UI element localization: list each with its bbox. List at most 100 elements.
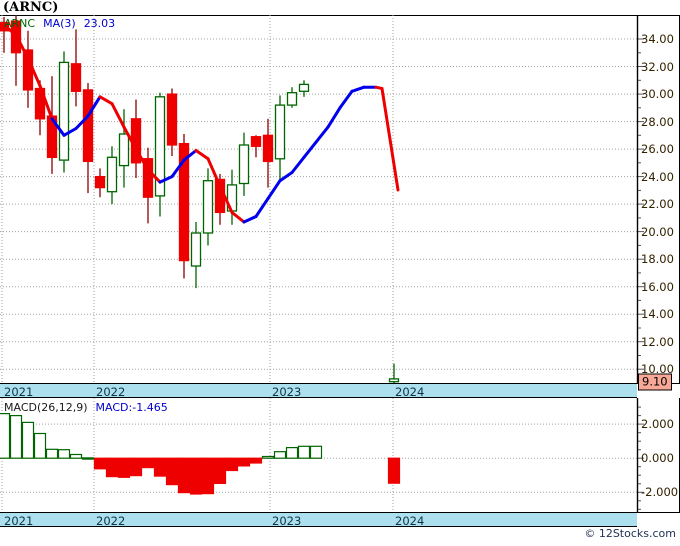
macd-plot[interactable] — [0, 398, 680, 513]
candle[interactable] — [142, 147, 154, 224]
price-y-tick-label: 16.00 — [641, 279, 674, 294]
macd-histogram-bar[interactable] — [153, 457, 167, 477]
ma-line-segment — [218, 184, 234, 214]
macd-histogram-bar[interactable] — [93, 457, 107, 470]
macd-x-tick-label: 2022 — [96, 514, 126, 528]
macd-panel — [0, 398, 680, 513]
price-y-tick-label: 20.00 — [641, 224, 674, 239]
candle[interactable] — [202, 168, 214, 246]
macd-histogram-bar[interactable] — [165, 457, 179, 486]
macd-histogram-bar[interactable] — [297, 445, 311, 459]
price-date-axis: 2021 2022 2023 2024 — [0, 383, 637, 399]
macd-histogram-bar[interactable] — [69, 453, 83, 459]
macd-histogram-bar[interactable] — [273, 451, 287, 459]
ma-line-segment — [326, 106, 342, 129]
macd-histogram-bar[interactable] — [177, 457, 191, 494]
price-y-tick-label: 32.00 — [641, 59, 674, 74]
ma-line-segment — [380, 87, 400, 192]
candle[interactable] — [286, 87, 298, 108]
price-plot[interactable] — [0, 15, 680, 384]
macd-histogram-bar[interactable] — [117, 457, 131, 478]
candle[interactable] — [262, 118, 274, 188]
legend-macd-name: MACD(26,12,9) — [4, 401, 88, 414]
candle-body — [286, 92, 298, 106]
macd-y-tick-label: 0.000 — [641, 451, 674, 466]
price-y-tick-label: 18.00 — [641, 252, 674, 267]
ma-line-segment — [266, 179, 282, 201]
ma-line-segment — [254, 197, 270, 218]
candle[interactable] — [70, 29, 82, 107]
macd-histogram-bar[interactable] — [57, 449, 71, 459]
price-y-tick-label: 10.00 — [641, 362, 674, 377]
macd-histogram-bar[interactable] — [105, 457, 119, 478]
candle[interactable] — [238, 132, 250, 196]
legend-ma-value: 23.03 — [83, 17, 116, 30]
candle-body — [202, 180, 214, 234]
candle[interactable] — [166, 88, 178, 157]
ma-line-segment — [38, 84, 54, 121]
macd-legend: MACD(26,12,9) MACD:-1.465 — [4, 401, 168, 414]
candle[interactable] — [22, 30, 34, 108]
price-legend: ARNC MA(3) 23.03 — [4, 17, 115, 30]
macd-histogram-bar[interactable] — [189, 457, 203, 495]
candle[interactable] — [190, 222, 202, 289]
macd-histogram-bar[interactable] — [9, 415, 23, 459]
macd-histogram-bar[interactable] — [201, 457, 215, 495]
macd-histogram-bar[interactable] — [225, 457, 239, 472]
macd-histogram-bar[interactable] — [285, 446, 299, 459]
candle-body — [70, 63, 82, 92]
ma-line-segment — [122, 125, 138, 151]
candle[interactable] — [58, 51, 70, 173]
ma-line-segment — [158, 175, 174, 184]
candle[interactable] — [388, 363, 400, 384]
macd-y-tick-label: -2.000 — [641, 485, 679, 500]
candle[interactable] — [82, 83, 94, 194]
macd-histogram-bar[interactable] — [387, 457, 401, 484]
macd-histogram-bar[interactable] — [0, 413, 11, 459]
macd-histogram-bar[interactable] — [309, 445, 323, 459]
candle[interactable] — [94, 168, 106, 198]
candle[interactable] — [274, 95, 286, 181]
macd-histogram-bar[interactable] — [249, 457, 263, 464]
macd-histogram-bar[interactable] — [21, 421, 35, 459]
candle-body — [238, 144, 250, 185]
candle-body — [178, 142, 190, 262]
candle-body — [166, 93, 178, 146]
macd-date-axis: 2021 2022 2023 2024 — [0, 512, 637, 528]
ma-line-segment — [170, 158, 186, 179]
ma-line-segment — [98, 95, 114, 106]
macd-histogram-bar[interactable] — [261, 455, 275, 459]
macd-histogram-bar[interactable] — [213, 457, 227, 485]
ma-line-segment — [350, 85, 366, 93]
macd-histogram-bar[interactable] — [237, 457, 251, 467]
ma-line-segment — [242, 215, 258, 224]
candle[interactable] — [250, 135, 262, 158]
ma-line-segment — [338, 89, 354, 110]
candle[interactable] — [178, 134, 190, 279]
legend-macd-value: MACD:-1.465 — [95, 401, 168, 414]
ma-line-segment — [134, 147, 150, 172]
candle[interactable] — [106, 146, 118, 205]
macd-histogram-bar[interactable] — [141, 457, 155, 469]
macd-x-tick-label: 2021 — [4, 514, 34, 528]
candle[interactable] — [130, 99, 142, 178]
ma-line-segment — [182, 149, 198, 162]
candle-body — [298, 83, 310, 92]
price-panel — [0, 15, 680, 384]
candle-body — [274, 104, 286, 160]
price-y-tick-label: 24.00 — [641, 169, 674, 184]
candle[interactable] — [154, 92, 166, 217]
price-y-tick-label: 12.00 — [641, 334, 674, 349]
page-title: (ARNC) — [3, 0, 59, 15]
macd-histogram-bar[interactable] — [45, 448, 59, 459]
ma-line-segment — [230, 210, 246, 224]
macd-histogram-bar[interactable] — [129, 457, 143, 477]
candle[interactable] — [298, 80, 310, 97]
candle-body — [154, 96, 166, 197]
price-x-tick-label: 2022 — [96, 385, 126, 399]
macd-histogram-bar[interactable] — [33, 432, 47, 459]
price-y-tick-label: 14.00 — [641, 307, 674, 322]
candle[interactable] — [118, 109, 130, 188]
macd-histogram-bar[interactable] — [81, 457, 95, 460]
